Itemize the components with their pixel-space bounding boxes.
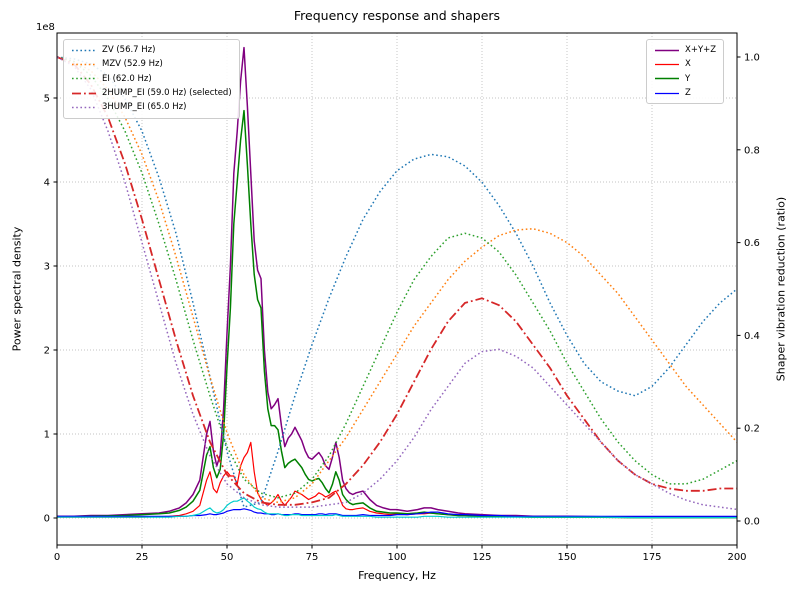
legend-item-label: Z — [685, 87, 691, 98]
legend-item-label: Y — [685, 73, 691, 84]
series-xyz — [57, 46, 737, 518]
x-tick-label: 175 — [642, 552, 661, 563]
legend-item-label: 3HUMP_EI (65.0 Hz) — [102, 102, 187, 113]
x-tick-label: 75 — [306, 552, 319, 563]
series-mzv — [56, 56, 738, 504]
legend-shapers: ZV (56.7 Hz) MZV (52.9 Hz) EI (62.0 Hz) 2HU… — [63, 39, 240, 119]
y-right-tick-label: 0.6 — [744, 238, 760, 249]
y-right-tick-label: 0.0 — [744, 517, 760, 528]
y-left-tick-label: 0 — [44, 514, 50, 525]
y-right-tick-label: 0.4 — [744, 331, 760, 342]
legend-item-x: X — [654, 58, 716, 70]
legend-item-label: X — [685, 59, 691, 70]
x-tick-label: 25 — [136, 552, 149, 563]
legend-item-label: X+Y+Z — [685, 45, 717, 55]
legend-item-hump2_ei: 2HUMP_EI (59.0 Hz) (selected) — [71, 87, 232, 99]
chart-title: Frequency response and shapers — [293, 8, 501, 23]
legend-line-sample-icon — [72, 78, 96, 80]
legend-line-sample-icon — [655, 78, 679, 80]
series-ei — [56, 56, 738, 499]
series-y — [57, 109, 737, 519]
y-left-tick-label: 4 — [44, 178, 50, 189]
y-right-tick-label: 0.2 — [744, 424, 760, 435]
x-axis-label: Frequency, Hz — [358, 569, 436, 582]
legend-line-sample-icon — [72, 49, 96, 51]
y-left-tick-label: 1 — [44, 430, 50, 441]
series-z — [57, 508, 737, 517]
legend-item-mzv: MZV (52.9 Hz) — [71, 58, 232, 70]
legend-line-sample-icon — [655, 63, 679, 66]
legend-psd-series: X+Y+Z X Y Z — [646, 39, 725, 105]
series-hump3_ei — [56, 56, 738, 511]
legend-line-sample-icon — [72, 63, 96, 66]
legend-item-label: EI (62.0 Hz) — [102, 73, 152, 84]
x-tick-label: 200 — [727, 552, 746, 563]
x-tick-label: 100 — [387, 552, 406, 563]
series-hump2_ei — [56, 56, 737, 506]
x-tick-label: 150 — [557, 552, 576, 563]
legend-item-ei: EI (62.0 Hz) — [71, 73, 232, 85]
legend-line-sample-icon — [655, 49, 679, 51]
legend-item-label: 2HUMP_EI (59.0 Hz) (selected) — [102, 87, 232, 98]
y-right-tick-label: 1.0 — [744, 53, 760, 64]
x-tick-label: 125 — [472, 552, 491, 563]
x-tick-label: 50 — [221, 552, 234, 563]
y-axis-offset-label: 1e8 — [36, 22, 55, 33]
legend-item-label: MZV (52.9 Hz) — [102, 59, 163, 70]
legend-item-z: Z — [654, 87, 716, 99]
legend-item-xyz: X+Y+Z — [654, 44, 716, 56]
y-left-tick-label: 2 — [44, 346, 50, 357]
y-left-tick-label: 5 — [44, 94, 50, 105]
legend-item-label: ZV (56.7 Hz) — [102, 45, 156, 55]
legend-line-sample-icon — [72, 106, 96, 109]
x-tick-label: 0 — [54, 552, 60, 563]
y-right-tick-label: 0.8 — [744, 145, 760, 156]
legend-line-sample-icon — [72, 92, 96, 94]
y-left-tick-label: 3 — [44, 262, 50, 273]
legend-line-sample-icon — [655, 92, 679, 94]
legend-item-zv: ZV (56.7 Hz) — [71, 44, 232, 56]
legend-item-hump3_ei: 3HUMP_EI (65.0 Hz) — [71, 101, 232, 113]
legend-item-y: Y — [654, 73, 716, 85]
series-after_shaper — [57, 497, 737, 519]
